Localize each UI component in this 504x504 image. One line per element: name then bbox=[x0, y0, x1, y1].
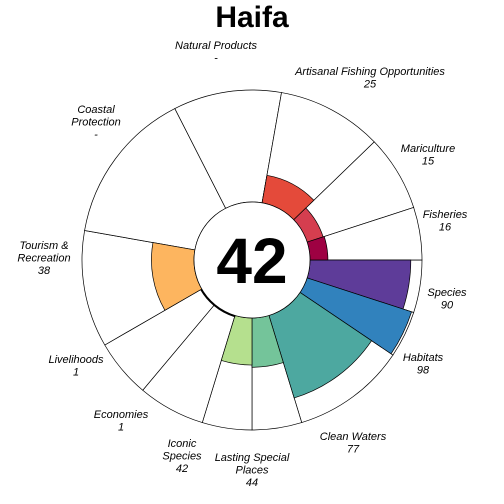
goal-label-tourism-recreation: Tourism & Recreation 38 bbox=[17, 240, 70, 277]
goal-label-artisanal-fishing: Artisanal Fishing Opportunities 25 bbox=[294, 66, 445, 91]
goal-name-species: Species bbox=[427, 287, 467, 299]
goal-name-iconic-species: Species bbox=[162, 451, 202, 463]
goal-score-tourism-recreation: 38 bbox=[38, 265, 51, 277]
goal-score-natural-products: - bbox=[214, 53, 218, 65]
goal-label-coastal-protection: Coastal Protection - bbox=[71, 104, 121, 141]
goal-score-clean-waters: 77 bbox=[347, 444, 360, 456]
chart-title: Haifa bbox=[215, 1, 289, 34]
goal-score-fisheries: 16 bbox=[439, 222, 452, 234]
goal-label-lasting-special-places: Lasting Special Places 44 bbox=[215, 452, 290, 489]
goal-label-clean-waters: Clean Waters 77 bbox=[320, 431, 387, 456]
goal-name-iconic-species: Iconic bbox=[168, 438, 197, 450]
center-score: 42 bbox=[216, 225, 287, 297]
goal-label-mariculture: Mariculture 15 bbox=[401, 143, 455, 168]
goal-name-natural-products: Natural Products bbox=[175, 40, 257, 52]
goal-score-iconic-species: 42 bbox=[176, 463, 188, 475]
goal-label-fisheries: Fisheries 16 bbox=[423, 209, 468, 234]
goal-score-species: 90 bbox=[441, 300, 454, 312]
goal-name-fisheries: Fisheries bbox=[423, 209, 468, 221]
goal-score-economies: 1 bbox=[118, 422, 124, 434]
goal-score-livelihoods: 1 bbox=[73, 367, 79, 379]
center-circle bbox=[193, 201, 311, 319]
goal-label-natural-products: Natural Products - bbox=[175, 40, 257, 65]
goal-name-clean-waters: Clean Waters bbox=[320, 431, 387, 443]
petal-fill-layer bbox=[151, 174, 412, 399]
goal-score-habitats: 98 bbox=[417, 365, 430, 377]
goal-score-coastal-protection: - bbox=[94, 129, 98, 141]
goal-label-species: Species 90 bbox=[427, 287, 467, 312]
goal-name-tourism-recreation: Recreation bbox=[17, 253, 70, 265]
goal-name-habitats: Habitats bbox=[403, 352, 444, 364]
goal-name-artisanal-fishing: Artisanal Fishing Opportunities bbox=[294, 66, 445, 78]
goal-name-mariculture: Mariculture bbox=[401, 143, 455, 155]
goal-name-coastal-protection: Coastal bbox=[77, 104, 115, 116]
goal-name-livelihoods: Livelihoods bbox=[48, 354, 104, 366]
goal-label-economies: Economies 1 bbox=[94, 409, 149, 434]
goal-name-coastal-protection: Protection bbox=[71, 117, 121, 129]
goal-name-lasting-special-places: Lasting Special bbox=[215, 452, 290, 464]
goal-score-lasting-special-places: 44 bbox=[246, 477, 258, 489]
goal-label-livelihoods: Livelihoods 1 bbox=[48, 354, 104, 379]
goal-name-lasting-special-places: Places bbox=[235, 465, 269, 477]
goal-name-tourism-recreation: Tourism & bbox=[19, 240, 68, 252]
goal-score-artisanal-fishing: 25 bbox=[363, 79, 377, 91]
goal-label-iconic-species: Iconic Species 42 bbox=[162, 438, 202, 475]
goal-score-mariculture: 15 bbox=[422, 156, 435, 168]
goal-label-habitats: Habitats 98 bbox=[403, 352, 444, 377]
goal-name-economies: Economies bbox=[94, 409, 149, 421]
